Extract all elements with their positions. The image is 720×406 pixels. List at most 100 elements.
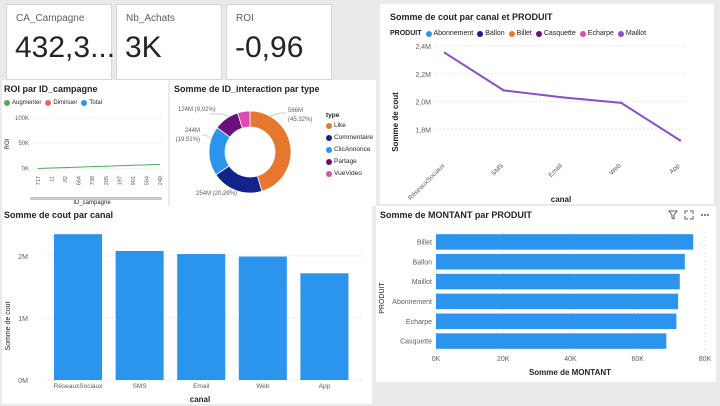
roi-ylabel-visible: ROI	[5, 138, 11, 149]
kpi-label: ROI	[236, 13, 254, 24]
hbar-y-tick: Casquette	[400, 339, 432, 346]
kpi-label: CA_Campagne	[16, 13, 85, 24]
legend-dot-icon	[326, 122, 332, 129]
roi-legend-item[interactable]: Augmenter	[4, 100, 41, 106]
bar-x-tick: App	[319, 383, 331, 390]
legend-dot-icon	[81, 100, 88, 106]
hbar-chart-svg: PRODUIT Somme de MONTANT 0K 20K 40K 60K 80K B…	[379, 232, 712, 377]
kpi-value: 3K	[125, 31, 162, 64]
bar-réseauxsociaux	[54, 234, 103, 380]
legend-label: Ballon	[485, 30, 505, 37]
visual-header-icons	[668, 210, 710, 222]
kpi-card-ca-campagne[interactable]: CA_Campagne 432,3...	[6, 4, 116, 80]
hbar-casquette	[436, 333, 667, 349]
donut-legend-item[interactable]: Commentaire	[326, 134, 373, 141]
hbar-xlabel: Somme de MONTANT	[529, 368, 611, 377]
roi-chart-svg: ROI ROI ID_campagne 100K50K0K71711926647…	[5, 116, 164, 206]
legend-dot-icon	[45, 100, 52, 106]
hbar-echarpe	[436, 313, 677, 329]
focus-mode-icon[interactable]	[684, 210, 694, 222]
roi-chart-panel[interactable]: ROI par ID_campagne Augmenter Diminuer Tot…	[2, 80, 168, 206]
bar-app	[300, 273, 349, 380]
line-x-tick: SMS	[490, 162, 505, 177]
legend-dot-icon	[425, 30, 432, 37]
hbar-chart-title: Somme de MONTANT par PRODUIT	[380, 210, 532, 220]
donut-legend-item[interactable]: Like	[326, 122, 373, 129]
legend-dot-icon	[535, 30, 542, 37]
legend-dot-icon	[508, 30, 515, 37]
bar-chart-panel[interactable]: Somme de cout par canal Somme de cout ca…	[2, 206, 372, 404]
donut-leader-comm	[222, 187, 233, 194]
hbar-abonnement	[436, 293, 679, 310]
donut-label-clic: 244M (19,51%)	[174, 127, 200, 145]
legend-label: Augmenter	[12, 100, 42, 106]
donut-label-partage: 124M (9,92%)	[178, 107, 216, 113]
bar-web	[238, 256, 287, 380]
roi-series-line	[37, 163, 161, 169]
donut-label-comm: 254M (20,29%)	[196, 191, 238, 197]
line-legend-item[interactable]: Abonnement	[425, 30, 474, 37]
line-legend-item[interactable]: Billet	[508, 30, 532, 37]
line-legend-item[interactable]: Maillot	[617, 30, 646, 37]
roi-x-tick: 197	[117, 176, 123, 185]
line-x-tick: Web	[608, 162, 623, 177]
filter-icon[interactable]	[668, 210, 678, 222]
legend-dot-icon	[4, 100, 10, 106]
line-legend-item[interactable]: Ballon	[477, 30, 505, 37]
line-chart-panel[interactable]: Somme de cout par canal et PRODUIT PRODU…	[380, 4, 714, 204]
roi-legend-item[interactable]: Diminuer	[45, 100, 77, 106]
line-y-tick: 2,4M	[415, 44, 431, 51]
kpi-card-nb-achats[interactable]: Nb_Achats 3K	[116, 4, 222, 80]
donut-label-like-value: 566M	[288, 108, 304, 114]
donut-label-clic-value: 244M	[184, 128, 200, 134]
line-legend-item[interactable]: Echarpe	[579, 30, 614, 37]
roi-y-tick: 100K	[15, 116, 29, 122]
roi-y-tick: 0K	[22, 166, 29, 172]
legend-label: VueVideo	[334, 170, 362, 177]
hbar-y-tick: Abonnement	[392, 299, 432, 306]
legend-label: Echarpe	[587, 30, 614, 37]
roi-chart-title: ROI par ID_campagne	[4, 84, 98, 94]
hbar-y-tick: Echarpe	[406, 319, 432, 326]
hbar-x-tick: 80K	[699, 356, 712, 363]
roi-legend-item[interactable]: Total	[81, 100, 102, 106]
donut-label-like: 566M (45,32%)	[288, 107, 312, 125]
more-options-icon[interactable]	[700, 210, 710, 222]
donut-legend: type Like Commentaire ClicAnnonce Partage Vu…	[326, 112, 373, 182]
roi-x-tick: 11	[50, 176, 56, 182]
bar-chart-svg: Somme de cout canal 2M 1M 0M RéseauxSociaux…	[5, 234, 362, 404]
legend-dot-icon	[477, 30, 484, 37]
legend-dot-icon	[617, 30, 624, 37]
legend-label: Partage	[334, 158, 357, 165]
line-point	[502, 89, 505, 92]
roi-x-tick: 92	[63, 176, 69, 182]
bar-ylabel: Somme de cout	[5, 301, 12, 350]
roi-x-tick: 901	[131, 176, 137, 185]
line-x-tick: App	[668, 162, 681, 175]
donut-chart-title: Somme de ID_interaction par type	[174, 84, 320, 94]
legend-label: Diminuer	[53, 100, 78, 106]
donut-legend-item[interactable]: VueVideo	[326, 170, 373, 177]
donut-leader-clic	[202, 134, 213, 141]
line-y-tick: 1,8M	[415, 127, 431, 134]
bar-x-tick: Web	[256, 383, 270, 390]
donut-legend-title: type	[326, 112, 340, 119]
legend-label: Total	[89, 100, 103, 106]
donut-legend-item[interactable]: ClicAnnonce	[326, 146, 373, 153]
hbar-chart-panel[interactable]: Somme de MONTANT par PRODUIT PRODUIT Som…	[376, 206, 716, 382]
line-legend-item[interactable]: Casquette	[535, 30, 576, 37]
legend-label: Casquette	[543, 30, 576, 37]
bar-x-tick: Email	[193, 383, 210, 390]
donut-chart-svg	[202, 110, 292, 194]
donut-legend-item[interactable]: Partage	[326, 158, 373, 165]
line-x-tick: RéseauxSociaux	[407, 162, 447, 202]
bar-x-tick: SMS	[133, 383, 148, 390]
line-ylabel: Somme de cout	[391, 92, 400, 152]
kpi-value: 432,3...	[15, 31, 116, 64]
donut-leader-like	[269, 112, 286, 117]
legend-title: PRODUIT	[390, 30, 422, 37]
donut-chart-panel[interactable]: Somme de ID_interaction par type 566M (4…	[170, 80, 376, 206]
line-point	[620, 101, 623, 105]
kpi-card-roi[interactable]: ROI -0,96	[226, 4, 332, 80]
legend-label: Abonnement	[433, 30, 474, 37]
